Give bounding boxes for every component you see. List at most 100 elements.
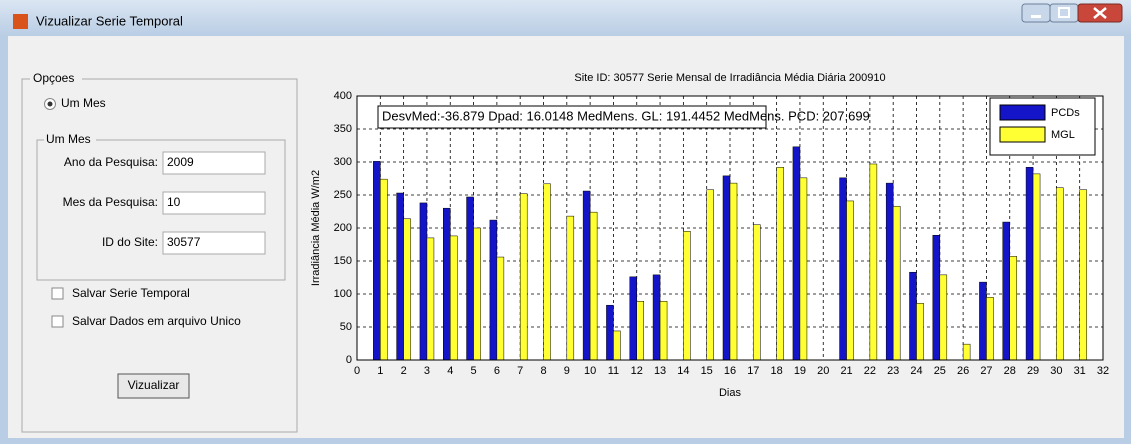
- app-icon: [13, 14, 28, 29]
- bar: [1025, 167, 1034, 361]
- y-tick-label: 50: [340, 321, 352, 333]
- bar: [1032, 173, 1041, 361]
- bar: [909, 271, 917, 361]
- checkbox-label[interactable]: Salvar Dados em arquivo Unico: [72, 314, 241, 328]
- chart-title: Site ID: 30577 Serie Mensal de Irradiânc…: [574, 72, 885, 84]
- y-tick-label: 250: [334, 189, 352, 201]
- x-tick-label: 6: [494, 365, 500, 377]
- x-tick-label: 7: [517, 365, 523, 377]
- bar: [652, 274, 661, 361]
- bar: [753, 224, 761, 361]
- x-tick-label: 29: [1027, 365, 1039, 377]
- x-tick-label: 11: [608, 365, 619, 377]
- options-panel: [21, 78, 298, 433]
- x-tick-label: 31: [1074, 365, 1086, 377]
- x-tick-label: 15: [701, 365, 713, 377]
- panel-title-bg: [30, 73, 82, 85]
- plot-border: [356, 95, 1104, 361]
- y-tick-label: 300: [334, 156, 352, 168]
- radio-label[interactable]: Um Mes: [61, 96, 106, 110]
- x-tick-label: 2: [401, 365, 407, 377]
- x-tick-label: 10: [584, 365, 596, 377]
- y-tick-label: 200: [334, 222, 352, 234]
- close-icon: [1093, 7, 1107, 19]
- bar: [613, 330, 621, 361]
- bar: [706, 189, 714, 361]
- minimize-icon: [1031, 15, 1041, 18]
- bar: [962, 343, 971, 361]
- x-tick-label: 13: [654, 365, 666, 377]
- bar: [473, 227, 481, 361]
- x-tick-label: 20: [817, 365, 829, 377]
- bar: [1079, 189, 1087, 361]
- bar: [799, 177, 808, 361]
- bar: [629, 276, 637, 361]
- text-input[interactable]: [162, 231, 266, 255]
- bar: [683, 231, 691, 361]
- bar: [606, 304, 614, 361]
- bar: [869, 163, 878, 361]
- checkbox[interactable]: [51, 287, 64, 300]
- x-tick-label: 32: [1097, 365, 1109, 377]
- visualize-button[interactable]: [117, 373, 190, 399]
- bar: [443, 207, 451, 361]
- x-tick-label: 18: [771, 365, 783, 377]
- bar: [373, 161, 381, 361]
- bar: [1009, 256, 1017, 361]
- bar: [846, 200, 854, 361]
- button-label[interactable]: Vizualizar: [128, 378, 180, 392]
- x-tick-label: 3: [424, 365, 430, 377]
- bar: [1056, 187, 1064, 361]
- window-title: Vizualizar Serie Temporal: [36, 13, 183, 28]
- title-bar: [0, 0, 1131, 36]
- text-input[interactable]: [162, 151, 266, 175]
- bar: [792, 146, 801, 361]
- x-tick-label: 30: [1050, 365, 1062, 377]
- bar: [419, 202, 428, 361]
- x-tick-label: 21: [840, 365, 852, 377]
- maximize-button[interactable]: [1049, 3, 1079, 23]
- annotation: DesvMed:-36.879 Dpad: 16.0148 MedMens. G…: [382, 108, 870, 123]
- bar: [839, 177, 847, 361]
- bar: [380, 178, 388, 361]
- x-tick-label: 16: [724, 365, 736, 377]
- field-value: 10: [167, 195, 181, 209]
- bar: [450, 235, 458, 361]
- minimize-button[interactable]: [1021, 3, 1051, 23]
- field-value: 2009: [167, 155, 194, 169]
- field-value: 30577: [167, 235, 201, 249]
- y-tick-label: 0: [346, 354, 352, 366]
- bar: [776, 167, 784, 361]
- bar: [636, 301, 644, 361]
- bar: [403, 218, 411, 361]
- x-tick-label: 22: [864, 365, 876, 377]
- x-tick-label: 17: [747, 365, 759, 377]
- bar: [885, 182, 894, 361]
- checkbox[interactable]: [51, 315, 64, 328]
- field-label: ID do Site:: [102, 235, 158, 249]
- bar: [426, 237, 435, 361]
- radio-dot: [47, 101, 53, 107]
- bar: [729, 182, 738, 361]
- legend-swatch: [999, 126, 1046, 143]
- bar: [932, 235, 941, 361]
- text-input[interactable]: [162, 191, 266, 215]
- bar: [543, 183, 551, 361]
- x-tick-label: 24: [910, 365, 922, 377]
- bar: [916, 302, 924, 361]
- x-tick-label: 1: [377, 365, 383, 377]
- bar: [589, 211, 598, 361]
- x-tick-label: 14: [677, 365, 689, 377]
- panel-title: Opçoes: [33, 71, 74, 85]
- maximize-icon: [1058, 7, 1070, 18]
- annotation-box: [377, 105, 767, 129]
- y-tick-label: 150: [334, 255, 352, 267]
- subpanel-title-bg: [44, 134, 96, 146]
- bar: [566, 215, 575, 361]
- legend-swatch: [999, 104, 1046, 121]
- bar: [489, 219, 498, 361]
- x-tick-label: 9: [564, 365, 570, 377]
- checkbox-label[interactable]: Salvar Serie Temporal: [72, 286, 190, 300]
- field-label: Mes da Pesquisa:: [63, 195, 158, 209]
- bar: [986, 297, 994, 361]
